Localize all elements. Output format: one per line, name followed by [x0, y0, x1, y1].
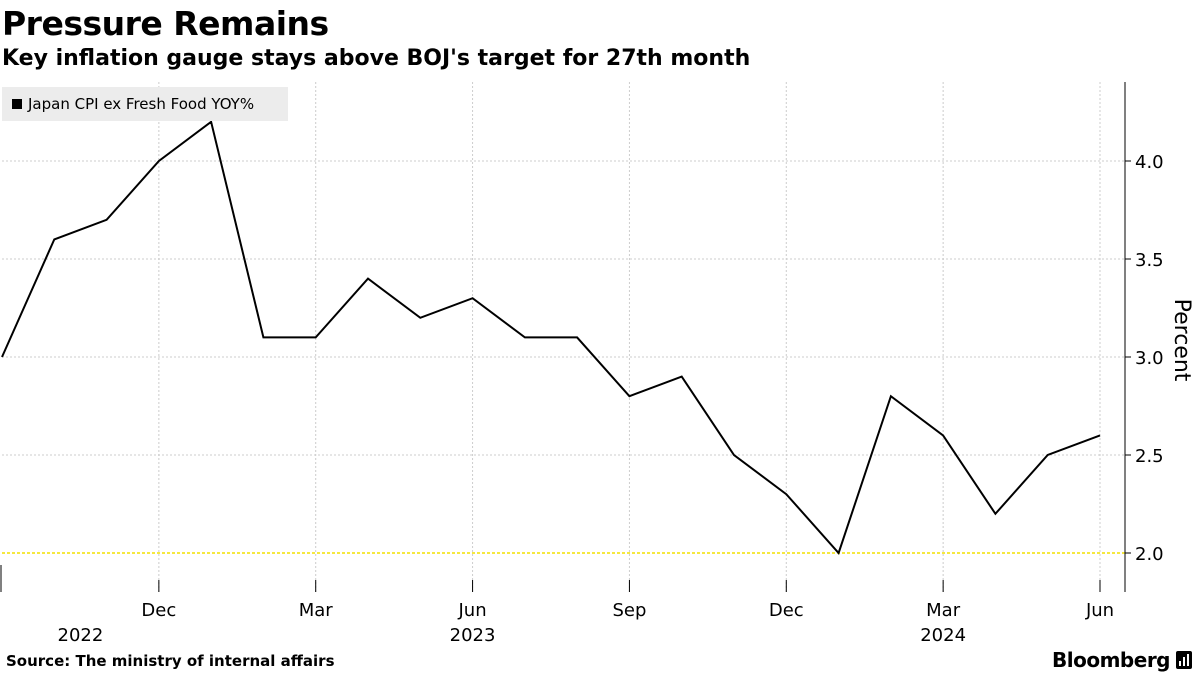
x-year-label: 2022 [58, 625, 104, 646]
x-year-label: 2024 [920, 625, 966, 646]
x-tick-label: Dec [141, 600, 176, 621]
x-tick-label: Jun [458, 600, 487, 621]
source-note: Source: The ministry of internal affairs [6, 652, 335, 670]
series-layer [1, 120, 1101, 555]
y-axis-title: Percent [1169, 299, 1194, 382]
axis-layer: 2.0 2.5 3.0 3.5 4.0 Dec Mar Jun Sep Dec Mar Jun 2022… [0, 82, 1164, 646]
x-tick-label: Mar [299, 600, 334, 621]
grid-layer [2, 82, 1125, 592]
y-tick-label: 2.5 [1135, 446, 1164, 467]
chart-subtitle: Key inflation gauge stays above BOJ's ta… [2, 46, 751, 71]
x-tick-label: Mar [926, 600, 961, 621]
x-tick-label: Jun [1085, 600, 1114, 621]
x-tick-label: Dec [769, 600, 804, 621]
legend: Japan CPI ex Fresh Food YOY% [2, 87, 288, 121]
y-tick-label: 3.5 [1135, 250, 1164, 271]
x-year-label: 2023 [450, 625, 496, 646]
y-tick-label: 3.0 [1135, 348, 1164, 369]
legend-swatch [12, 99, 22, 109]
bloomberg-logo-icon [1176, 651, 1192, 669]
legend-label: Japan CPI ex Fresh Food YOY% [28, 95, 255, 113]
series-line [1, 120, 1101, 555]
y-tick-label: 4.0 [1135, 152, 1164, 173]
y-tick-label: 2.0 [1135, 544, 1164, 565]
x-tick-label: Sep [612, 600, 646, 621]
chart-title: Pressure Remains [2, 4, 329, 43]
brand-name: Bloomberg [1052, 648, 1170, 672]
